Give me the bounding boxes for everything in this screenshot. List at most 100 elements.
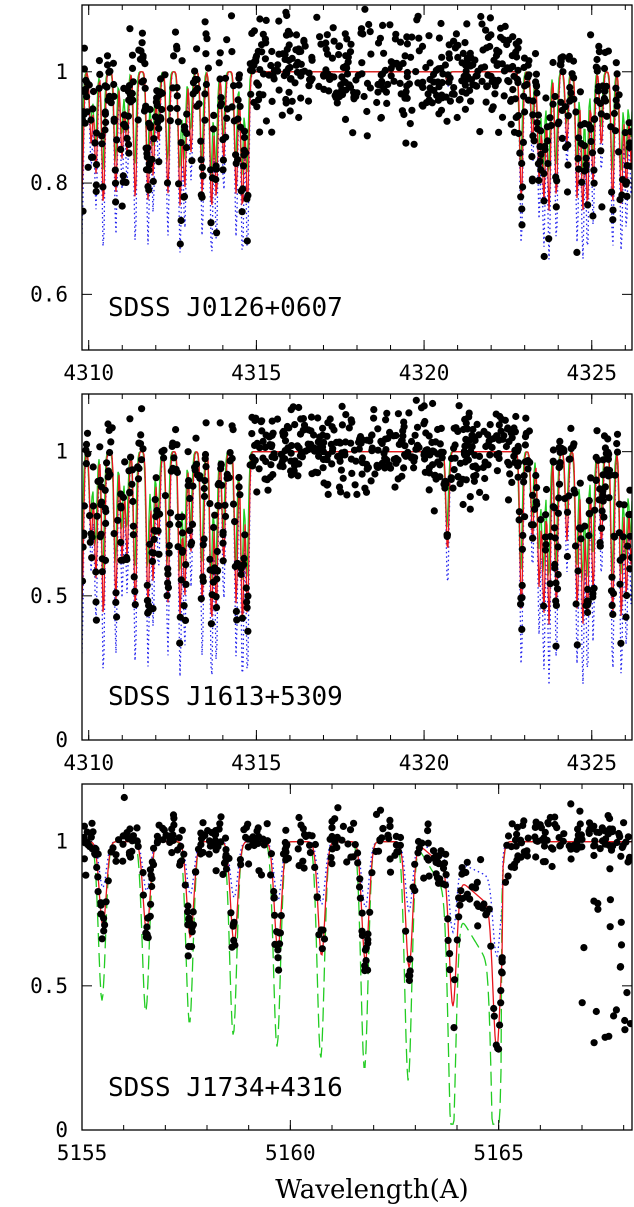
data-point xyxy=(189,521,196,528)
data-point xyxy=(102,111,109,118)
data-point xyxy=(319,945,326,952)
data-point xyxy=(113,136,120,143)
data-point xyxy=(258,48,265,55)
data-point xyxy=(319,425,326,432)
data-point xyxy=(578,140,585,147)
data-point xyxy=(120,557,127,564)
data-point xyxy=(494,1045,501,1052)
data-point xyxy=(593,477,600,484)
data-point xyxy=(589,212,596,219)
data-point xyxy=(574,641,581,648)
data-point xyxy=(512,413,519,420)
data-point xyxy=(125,113,132,120)
data-point xyxy=(490,1005,497,1012)
data-point xyxy=(144,582,151,589)
data-point xyxy=(589,149,596,156)
data-point xyxy=(465,413,472,420)
data-point xyxy=(608,189,615,196)
data-point xyxy=(519,532,526,539)
data-point xyxy=(365,21,372,28)
data-point xyxy=(151,536,158,543)
data-point xyxy=(408,34,415,41)
data-point xyxy=(499,969,506,976)
data-point xyxy=(433,870,440,877)
data-point xyxy=(590,898,597,905)
data-point xyxy=(117,539,124,546)
data-point xyxy=(105,473,112,480)
data-point xyxy=(437,847,444,854)
data-point xyxy=(302,833,309,840)
data-point xyxy=(508,121,515,128)
data-point xyxy=(615,830,622,837)
data-point xyxy=(544,837,551,844)
data-point xyxy=(480,900,487,907)
data-point xyxy=(621,501,628,508)
data-point xyxy=(223,854,230,861)
data-point xyxy=(284,46,291,53)
data-point xyxy=(542,534,549,541)
data-point xyxy=(328,824,335,831)
data-point xyxy=(609,602,616,609)
data-point xyxy=(482,494,489,501)
data-point xyxy=(329,448,336,455)
data-point xyxy=(96,57,103,64)
data-point xyxy=(348,470,355,477)
data-point xyxy=(352,76,359,83)
data-point xyxy=(559,135,566,142)
data-point xyxy=(359,932,366,939)
data-point xyxy=(535,112,542,119)
data-point xyxy=(177,858,184,865)
data-point xyxy=(607,123,614,130)
data-point xyxy=(175,118,182,125)
data-point xyxy=(537,166,544,173)
data-point xyxy=(578,179,585,186)
data-point xyxy=(208,620,215,627)
data-point xyxy=(172,28,179,35)
data-point xyxy=(559,107,566,114)
data-point xyxy=(189,483,196,490)
data-point xyxy=(268,453,275,460)
data-point xyxy=(552,534,559,541)
data-point xyxy=(193,45,200,52)
data-point xyxy=(406,956,413,963)
data-point xyxy=(529,492,536,499)
data-point xyxy=(183,111,190,118)
x-tick-label: 5160 xyxy=(265,1141,316,1165)
data-point xyxy=(591,115,598,122)
data-point xyxy=(192,435,199,442)
data-point xyxy=(620,842,627,849)
data-point xyxy=(504,459,511,466)
data-point xyxy=(256,91,263,98)
data-point xyxy=(454,114,461,121)
data-point xyxy=(240,162,247,169)
data-point xyxy=(379,22,386,29)
data-point xyxy=(305,82,312,89)
data-point xyxy=(577,535,584,542)
data-point xyxy=(605,451,612,458)
data-point xyxy=(372,848,379,855)
data-point xyxy=(166,521,173,528)
data-point xyxy=(436,35,443,42)
data-point xyxy=(125,150,132,157)
data-point xyxy=(96,443,103,450)
data-point xyxy=(209,591,216,598)
data-point xyxy=(553,824,560,831)
data-point xyxy=(599,471,606,478)
data-point xyxy=(311,864,318,871)
data-point xyxy=(235,82,242,89)
data-point xyxy=(359,910,366,917)
data-point xyxy=(471,82,478,89)
data-point xyxy=(302,448,309,455)
data-point xyxy=(237,103,244,110)
data-point xyxy=(393,455,400,462)
data-point xyxy=(231,518,238,525)
data-point xyxy=(162,492,169,499)
data-point xyxy=(585,121,592,128)
data-point xyxy=(444,915,451,922)
data-point xyxy=(552,93,559,100)
data-point xyxy=(444,533,451,540)
data-point xyxy=(590,842,597,849)
data-point xyxy=(295,114,302,121)
data-point xyxy=(227,449,234,456)
data-point xyxy=(129,65,136,72)
